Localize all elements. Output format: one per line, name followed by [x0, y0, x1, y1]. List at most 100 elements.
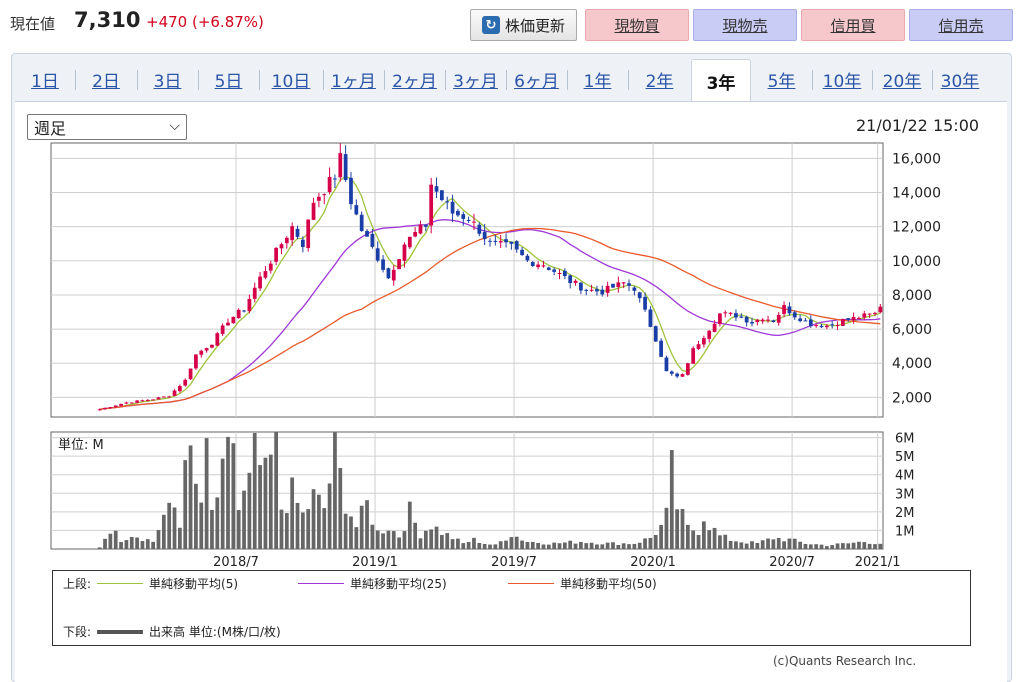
volume-bar: [188, 445, 193, 549]
volume-bar: [242, 490, 246, 549]
tab-2y[interactable]: 2年: [628, 59, 691, 99]
tab-3y[interactable]: 3年: [691, 59, 751, 102]
price-tick-label: 12,000: [892, 220, 941, 236]
volume-bar: [370, 524, 375, 549]
candle-body: [317, 196, 321, 201]
tab-5d[interactable]: 5日: [198, 59, 259, 99]
volume-bar: [653, 534, 658, 549]
volume-bar: [440, 534, 444, 549]
volume-bar: [226, 436, 230, 549]
candle-body: [509, 241, 514, 244]
candle-body: [568, 275, 573, 284]
volume-bar: [343, 513, 348, 549]
margin-sell-button[interactable]: 信用売: [909, 9, 1013, 41]
candle-body: [846, 318, 851, 320]
volume-bar: [381, 533, 385, 549]
candle-body: [472, 221, 476, 223]
candle-body: [413, 232, 418, 237]
volume-bar: [584, 543, 589, 549]
volume-bar: [119, 542, 123, 549]
candle-body: [172, 390, 177, 396]
candle-body: [798, 318, 802, 322]
volume-bar: [161, 514, 166, 549]
volume-bar: [841, 543, 845, 549]
candle-body: [557, 272, 562, 274]
volume-bar: [129, 536, 134, 549]
volume-bar: [664, 507, 669, 549]
tab-30y[interactable]: 30年: [932, 59, 988, 99]
candle-body: [135, 400, 139, 403]
candle-body: [760, 319, 765, 322]
candle-body: [381, 259, 385, 270]
volume-bar: [402, 531, 407, 549]
tab-3m[interactable]: 3ヶ月: [445, 59, 506, 99]
volume-bar: [632, 543, 637, 549]
candle-body: [541, 265, 546, 267]
volume-bar: [851, 542, 856, 549]
current-price-value: 7,310: [74, 8, 141, 32]
volume-bar: [857, 541, 861, 549]
cash-sell-button[interactable]: 現物売: [693, 9, 797, 41]
volume-bar: [520, 540, 524, 549]
x-tick-label: 2020/7: [769, 555, 815, 570]
tab-10d[interactable]: 10日: [259, 59, 323, 99]
volume-bar: [290, 477, 295, 549]
volume-bar: [252, 433, 257, 549]
candle-body: [359, 214, 364, 232]
volume-bar: [723, 534, 728, 549]
interval-select[interactable]: 週足 ⌵: [27, 114, 187, 140]
candle-body: [322, 194, 327, 196]
margin-buy-button[interactable]: 信用買: [801, 9, 905, 41]
tab-5y[interactable]: 5年: [767, 71, 796, 92]
volume-bar: [744, 543, 749, 549]
tab-2d[interactable]: 2日: [75, 59, 137, 99]
candle-body: [653, 326, 658, 342]
tab-1m[interactable]: 1ヶ月: [323, 59, 384, 99]
candle-body: [702, 338, 706, 345]
tab-10y[interactable]: 10年: [812, 59, 872, 99]
quote-header: 現在値 7,310 +470 (+6.87%) ↻ 株価更新 現物買 現物売 信…: [0, 0, 1024, 48]
volume-bar: [135, 537, 139, 549]
candle-body: [477, 224, 482, 234]
volume-bar: [172, 507, 177, 549]
candle-body: [830, 324, 835, 326]
volume-tick-label: 2M: [895, 506, 915, 521]
tab-1d[interactable]: 1日: [31, 71, 59, 92]
volume-bar: [156, 530, 161, 549]
volume-bar: [643, 538, 647, 549]
candle-body: [386, 268, 391, 279]
refresh-price-button[interactable]: ↻ 株価更新: [470, 9, 577, 41]
volume-bar: [386, 530, 391, 549]
volume-tick-label: 1M: [895, 524, 915, 539]
candle-body: [113, 405, 118, 408]
volume-bar: [712, 527, 717, 549]
candle-body: [466, 219, 471, 221]
candle-body: [268, 263, 273, 271]
legend-lower-label: 下段:: [63, 625, 92, 639]
volume-bar: [680, 508, 685, 549]
volume-bar: [595, 544, 599, 549]
volume-bar: [140, 541, 145, 549]
legend-ma50: 単純移動平均(50): [560, 577, 657, 591]
tab-20y[interactable]: 20年: [872, 59, 932, 99]
tab-6m[interactable]: 6ヶ月: [506, 59, 567, 99]
volume-bar: [215, 497, 220, 549]
candle-body: [851, 316, 856, 321]
cash-buy-button[interactable]: 現物買: [585, 9, 689, 41]
volume-bar: [194, 483, 198, 549]
candle-body: [589, 289, 594, 291]
candle-body: [295, 228, 300, 237]
price-tick-label: 2,000: [892, 390, 932, 406]
candle-body: [423, 224, 428, 227]
volume-bar: [199, 502, 204, 549]
tab-3d[interactable]: 3日: [137, 59, 198, 99]
tab-2m[interactable]: 2ヶ月: [384, 59, 445, 99]
candle-body: [450, 201, 455, 214]
candle-body: [279, 244, 284, 249]
candle-body: [766, 319, 770, 321]
candle-body: [627, 283, 631, 286]
tab-1y[interactable]: 1年: [567, 59, 628, 99]
candle-body: [188, 368, 193, 380]
candle-body: [456, 210, 460, 216]
volume-bar: [504, 540, 508, 549]
